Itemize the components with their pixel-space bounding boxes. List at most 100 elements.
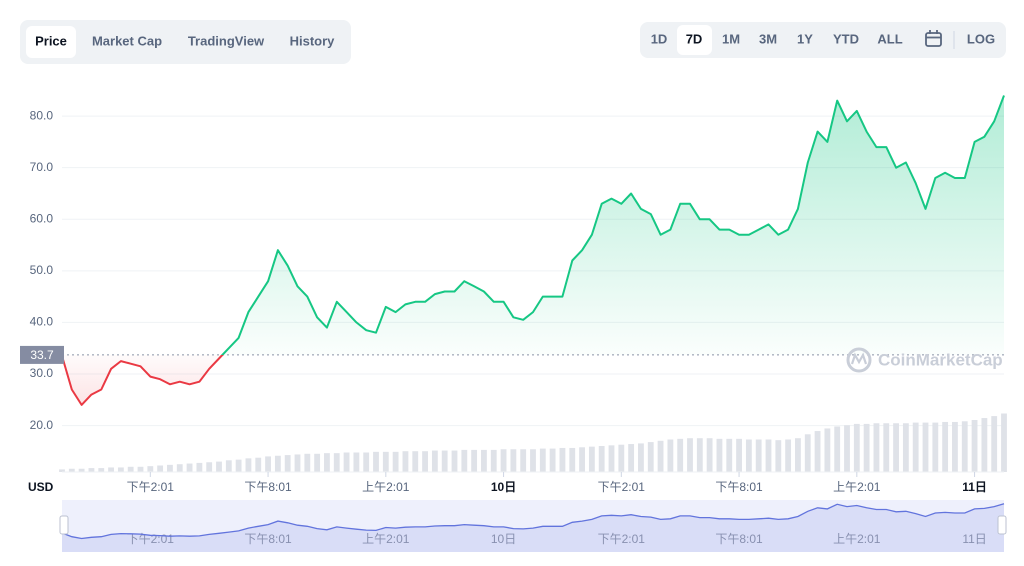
volume-bar [539,448,546,472]
volume-bar [785,439,792,472]
navigator-tick-label: 10日 [491,532,516,546]
x-tick-label: 上午2:01 [362,480,410,494]
volume-bar [216,461,222,472]
volume-bar [569,447,576,472]
volume-bar [991,416,998,472]
baseline-label-box [20,345,64,364]
volume-bar [412,451,419,472]
volume-bar [461,449,468,472]
volume-bar [549,448,556,472]
log-toggle[interactable]: LOG [967,31,995,46]
navigator-area [62,503,1004,552]
volume-bar [176,464,183,472]
volume-bar [932,422,939,472]
y-tick-label: 30.0 [30,366,54,380]
price-line [61,95,1005,406]
volume-bar [471,449,478,472]
volume-bar [167,464,173,472]
volume-bar [363,452,370,472]
x-tick-label: 下午8:01 [715,480,763,494]
navigator-handle[interactable] [59,515,69,535]
volume-bar [736,438,742,472]
x-tick-label: 下午2:01 [598,480,646,494]
y-tick-label: 70.0 [30,160,54,174]
navigator-tick-label: 下午8:01 [244,532,292,546]
volume-bar [608,445,615,472]
volume-bar [677,438,684,472]
x-tick-label: 10日 [491,480,516,494]
volume-bar [333,453,340,472]
volume-bar [481,449,487,472]
range[interactable]: 1D [651,31,668,46]
volume-bar [795,438,801,472]
tab[interactable]: Price [35,33,67,48]
volume-bar [117,467,124,472]
volume-bar [559,447,566,472]
navigator-line [61,503,1005,540]
volume-bar [667,439,674,472]
volume-bar [726,438,733,472]
volume-bar [127,466,134,472]
range[interactable]: YTD [833,31,859,46]
range[interactable]: 1M [722,31,740,46]
volume-bar [588,446,595,472]
currency-label: USD [28,480,54,494]
y-tick-label: 60.0 [30,211,54,225]
navigator-handle[interactable] [997,515,1007,535]
volume-bar [500,449,507,472]
range-bar [640,22,1006,58]
volume-bar [235,459,242,472]
volume-bar [147,466,154,472]
volume-bar [343,452,350,472]
volume-bar [78,468,85,472]
volume-bar [1001,413,1007,472]
volume-bar [834,426,841,472]
tab[interactable]: History [290,33,336,48]
y-tick-label: 80.0 [30,108,54,122]
volume-bar [402,451,409,472]
range[interactable]: 1Y [797,31,813,46]
volume-bar [265,456,271,472]
tab[interactable]: TradingView [188,33,265,48]
navigator-tick-label: 下午8:01 [715,532,763,546]
volume-bar [716,438,723,472]
volume-bar [314,453,321,472]
volume-bar [853,423,860,472]
tab[interactable]: Market Cap [92,33,162,48]
volume-bar [687,438,693,472]
volume-bar [530,449,536,472]
volume-bar [137,466,144,472]
x-tick-label: 下午8:01 [244,480,292,494]
volume-bar [431,450,438,472]
volume-bar [745,439,752,472]
range[interactable]: 3M [759,31,777,46]
volume-bar [912,422,919,472]
volume-bar [696,438,703,472]
volume-bar [657,440,664,472]
volume-bar [814,431,821,472]
y-tick-label: 20.0 [30,418,54,432]
volume-bar [883,423,890,472]
active-range [677,25,712,55]
volume-bar [245,458,252,472]
volume-bar [618,444,625,472]
volume-bar [628,444,635,472]
range[interactable]: 7D [686,31,703,46]
volume-bar [824,428,831,472]
volume-bar [324,453,330,472]
range[interactable]: ALL [877,31,902,46]
volume-bar [284,455,291,472]
volume-bar [186,463,193,472]
baseline-label: 33.7 [30,348,54,362]
volume-bar [804,434,811,472]
volume-bar [844,425,850,472]
volume-bar [579,447,585,472]
active-tab [26,26,76,58]
watermark: CoinMarketCap [846,347,1003,373]
volume-bar [863,423,870,472]
navigator-tick-label: 下午2:01 [598,532,646,546]
volume-bar [225,460,232,472]
volume-bar [353,452,360,472]
calendar-icon[interactable] [925,30,942,47]
volume-bar [88,468,95,472]
